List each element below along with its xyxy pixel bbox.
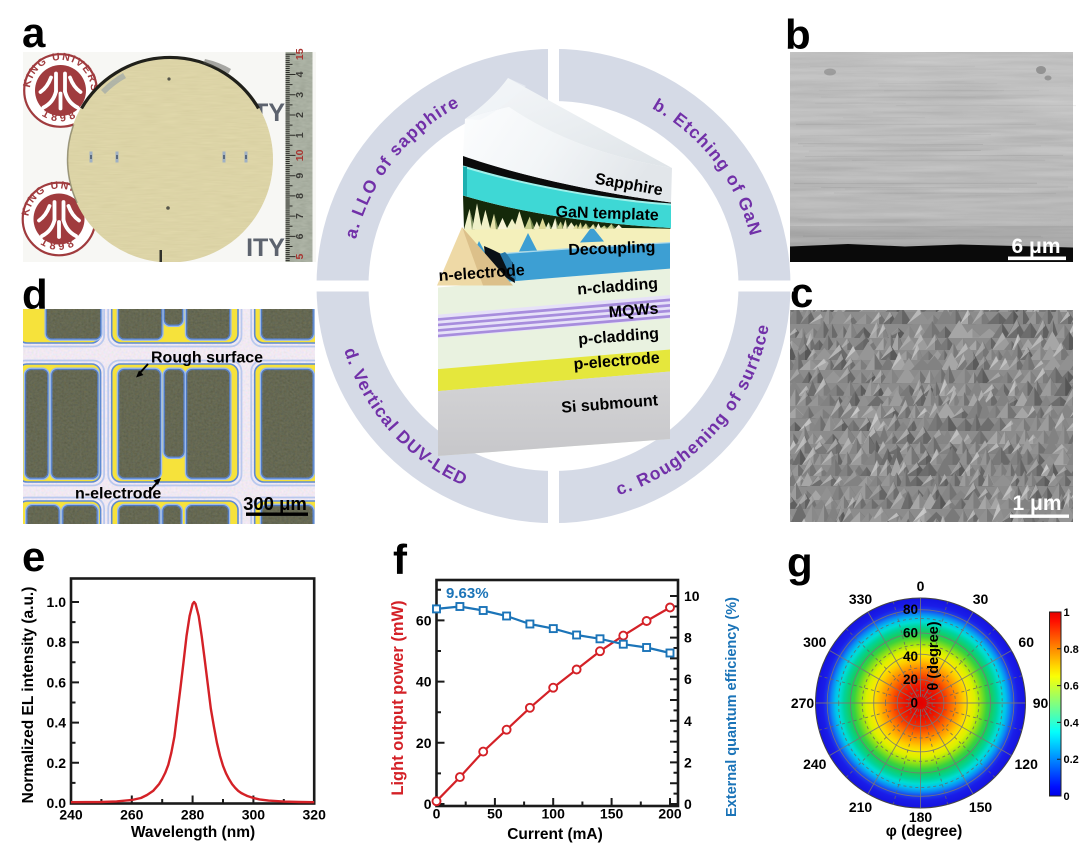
svg-text:50: 50: [487, 806, 503, 822]
svg-text:200: 200: [658, 806, 682, 822]
svg-text:0.4: 0.4: [1064, 717, 1080, 729]
svg-text:260: 260: [120, 807, 144, 823]
svg-text:40: 40: [416, 674, 432, 690]
svg-text:0.6: 0.6: [1064, 681, 1079, 693]
svg-text:0: 0: [684, 796, 692, 812]
svg-text:80: 80: [903, 602, 918, 617]
svg-text:n-electrode: n-electrode: [75, 486, 161, 503]
svg-text:0: 0: [1064, 791, 1070, 803]
svg-text:300: 300: [803, 634, 827, 650]
svg-text:Light output power (mW): Light output power (mW): [389, 600, 407, 795]
svg-text:b: b: [785, 11, 811, 58]
svg-text:30: 30: [973, 591, 989, 607]
svg-text:External quantum efficiency (%: External quantum efficiency (%): [724, 597, 740, 817]
svg-text:330: 330: [849, 591, 873, 607]
svg-text:60: 60: [1018, 634, 1034, 650]
svg-text:320: 320: [303, 807, 327, 823]
svg-text:n-electrode: n-electrode: [438, 262, 525, 285]
svg-text:240: 240: [59, 807, 83, 823]
svg-text:8: 8: [294, 193, 306, 199]
svg-text:100: 100: [542, 806, 566, 822]
svg-text:GaN template: GaN template: [555, 204, 659, 225]
svg-text:p-cladding: p-cladding: [578, 325, 660, 348]
svg-text:p-electrode: p-electrode: [573, 350, 660, 374]
svg-text:7: 7: [294, 213, 306, 219]
svg-text:0.8: 0.8: [1064, 644, 1079, 656]
svg-text:Current (mA): Current (mA): [507, 826, 603, 843]
svg-text:15: 15: [294, 48, 306, 60]
svg-text:2: 2: [684, 754, 692, 770]
svg-text:9: 9: [294, 173, 306, 179]
svg-text:a: a: [22, 9, 46, 56]
svg-text:1: 1: [294, 132, 306, 138]
svg-text:2: 2: [294, 112, 306, 118]
svg-text:ITY: ITY: [246, 234, 285, 262]
svg-text:120: 120: [1015, 756, 1039, 772]
svg-text:1898: 1898: [38, 236, 79, 253]
svg-text:20: 20: [416, 735, 432, 751]
svg-text:Wavelength (nm): Wavelength (nm): [131, 824, 255, 841]
svg-text:10: 10: [684, 588, 700, 604]
svg-text:6 μm: 6 μm: [1011, 235, 1060, 258]
svg-text:0.2: 0.2: [1064, 754, 1079, 766]
svg-text:300 μm: 300 μm: [243, 493, 307, 514]
svg-text:Normalized EL intensity (a.u.): Normalized EL intensity (a.u.): [20, 587, 37, 804]
svg-text:1898: 1898: [40, 107, 81, 124]
svg-text:3: 3: [294, 92, 306, 98]
svg-text:10: 10: [294, 149, 306, 161]
svg-text:e: e: [22, 533, 45, 580]
svg-text:g: g: [787, 539, 813, 586]
svg-text:300: 300: [242, 807, 266, 823]
svg-text:0.6: 0.6: [47, 674, 67, 690]
svg-text:180: 180: [909, 809, 933, 825]
svg-text:φ (degree): φ (degree): [886, 823, 963, 840]
svg-text:MQWs: MQWs: [608, 301, 659, 322]
svg-text:0.0: 0.0: [47, 795, 67, 811]
svg-text:60: 60: [903, 626, 918, 641]
svg-text:40: 40: [903, 649, 918, 664]
svg-text:210: 210: [849, 799, 873, 815]
svg-text:0.8: 0.8: [47, 634, 67, 650]
svg-text:150: 150: [600, 806, 624, 822]
svg-text:0: 0: [917, 578, 925, 594]
svg-text:5: 5: [294, 254, 306, 260]
svg-text:c: c: [790, 269, 813, 316]
svg-text:240: 240: [803, 756, 827, 772]
svg-text:1: 1: [1064, 607, 1070, 619]
svg-text:6: 6: [684, 671, 692, 687]
svg-text:150: 150: [969, 799, 993, 815]
svg-text:90: 90: [1033, 695, 1049, 711]
svg-text:4: 4: [684, 713, 692, 729]
svg-text:0: 0: [433, 806, 441, 822]
svg-text:Rough surface: Rough surface: [151, 350, 263, 367]
svg-text:60: 60: [416, 612, 432, 628]
svg-text:6: 6: [294, 233, 306, 239]
svg-text:n-cladding: n-cladding: [577, 275, 659, 298]
svg-text:4: 4: [294, 71, 306, 77]
svg-text:1 μm: 1 μm: [1012, 492, 1061, 515]
svg-text:0.2: 0.2: [47, 755, 67, 771]
svg-text:0.4: 0.4: [47, 715, 67, 731]
svg-text:20: 20: [903, 672, 918, 687]
svg-text:8: 8: [684, 630, 692, 646]
svg-text:280: 280: [181, 807, 205, 823]
svg-text:9.63%: 9.63%: [446, 585, 489, 602]
svg-text:270: 270: [791, 695, 815, 711]
svg-text:f: f: [393, 536, 408, 583]
svg-text:1.0: 1.0: [47, 594, 67, 610]
svg-text:0: 0: [910, 696, 918, 711]
svg-text:θ (degree): θ (degree): [926, 621, 942, 690]
svg-text:Decoupling: Decoupling: [568, 239, 656, 259]
svg-text:0: 0: [424, 796, 432, 812]
